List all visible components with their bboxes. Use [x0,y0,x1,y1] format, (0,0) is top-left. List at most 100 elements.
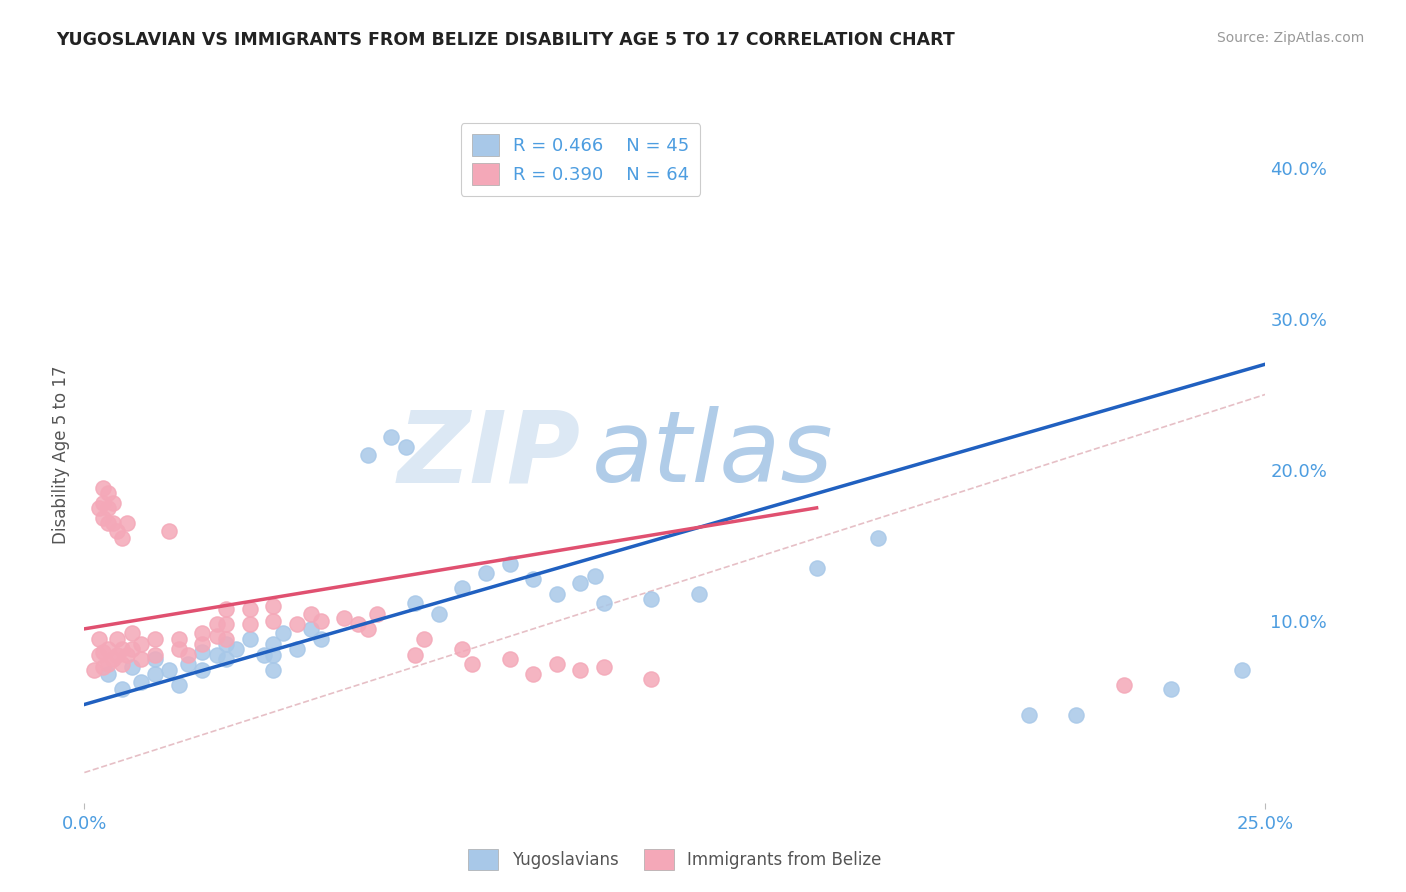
Point [157,663,180,677]
Point [427,607,450,621]
Text: Source: ZipAtlas.com: Source: ZipAtlas.com [1216,31,1364,45]
Text: atlas: atlas [592,407,834,503]
Point [129,637,152,651]
Point [285,641,308,656]
Point [640,672,662,686]
Point [299,622,322,636]
Point [262,637,284,651]
Point [309,615,332,629]
Point [357,448,380,462]
Point [177,648,200,662]
Point [91,481,114,495]
Point [167,641,190,656]
Point [215,602,238,616]
Point [1018,708,1040,723]
Point [97,485,120,500]
Point [91,644,114,658]
Point [1066,708,1088,723]
Point [97,500,120,515]
Point [461,657,484,671]
Point [83,663,105,677]
Point [239,617,262,632]
Point [866,531,889,545]
Point [215,637,238,651]
Point [239,602,262,616]
Point [333,611,356,625]
Point [404,596,426,610]
Point [593,596,616,610]
Point [191,637,214,651]
Point [253,648,276,662]
Point [569,663,592,677]
Point [191,626,214,640]
Point [101,496,124,510]
Point [262,599,284,614]
Point [1112,678,1135,692]
Point [498,557,520,571]
Point [167,632,190,647]
Point [271,626,294,640]
Point [111,641,134,656]
Point [121,641,143,656]
Point [262,648,284,662]
Point [143,652,166,666]
Point [583,569,606,583]
Point [111,682,134,697]
Point [522,572,544,586]
Point [498,652,520,666]
Point [115,516,138,530]
Point [593,659,616,673]
Point [451,641,474,656]
Point [394,441,416,455]
Point [143,648,166,662]
Text: ZIP: ZIP [398,407,581,503]
Point [380,430,402,444]
Point [97,667,120,681]
Point [87,632,110,647]
Point [205,629,228,643]
Point [1348,130,1371,145]
Point [451,581,474,595]
Point [347,617,370,632]
Point [191,644,214,658]
Point [101,652,124,666]
Point [129,652,152,666]
Point [413,632,436,647]
Point [129,674,152,689]
Point [366,607,388,621]
Point [107,648,129,662]
Point [143,667,166,681]
Point [91,496,114,510]
Point [225,641,247,656]
Point [97,657,120,671]
Point [309,632,332,647]
Point [157,524,180,538]
Point [688,587,710,601]
Point [111,531,134,545]
Point [262,615,284,629]
Y-axis label: Disability Age 5 to 17: Disability Age 5 to 17 [52,366,70,544]
Point [357,622,380,636]
Point [111,657,134,671]
Point [546,587,568,601]
Point [215,652,238,666]
Point [87,648,110,662]
Point [475,566,498,580]
Point [285,617,308,632]
Point [101,516,124,530]
Point [205,648,228,662]
Text: YUGOSLAVIAN VS IMMIGRANTS FROM BELIZE DISABILITY AGE 5 TO 17 CORRELATION CHART: YUGOSLAVIAN VS IMMIGRANTS FROM BELIZE DI… [56,31,955,49]
Point [404,648,426,662]
Point [215,617,238,632]
Point [522,667,544,681]
Point [205,617,228,632]
Point [177,657,200,671]
Point [91,659,114,673]
Point [299,607,322,621]
Point [215,632,238,647]
Point [87,500,110,515]
Point [1160,682,1182,697]
Point [121,626,143,640]
Point [1230,663,1253,677]
Point [97,641,120,656]
